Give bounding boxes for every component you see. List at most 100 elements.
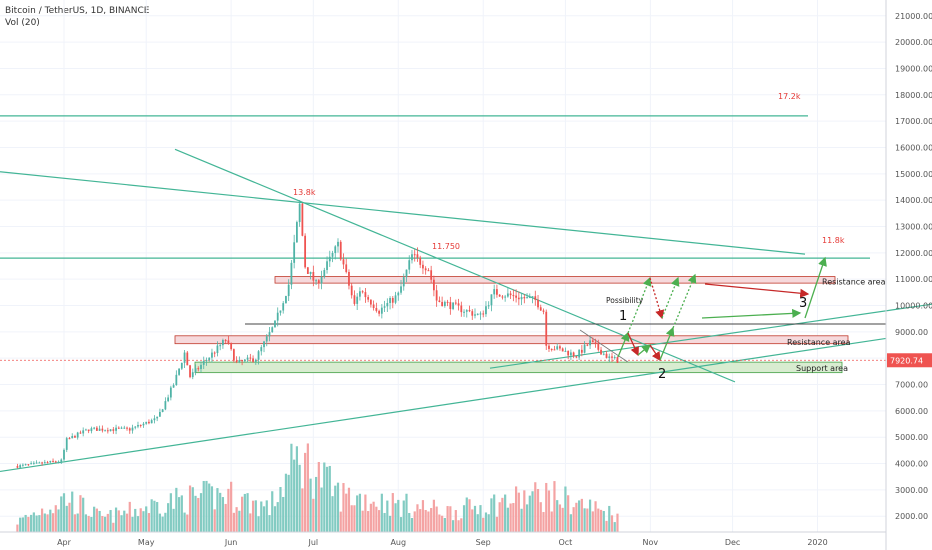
y-tick-label: 18000.00: [895, 91, 932, 100]
volume-bar: [345, 493, 348, 532]
volume-bar: [520, 508, 523, 532]
volume-bar: [408, 512, 411, 532]
candle: [583, 344, 586, 353]
volume-bar: [199, 493, 203, 532]
candle: [93, 427, 96, 429]
resistance-zone: [174, 335, 849, 345]
candle: [386, 303, 389, 307]
volume-bar: [457, 520, 460, 532]
candle: [71, 436, 74, 439]
candle: [559, 346, 561, 349]
volume-bar: [309, 478, 312, 532]
volume-bar: [578, 500, 581, 532]
candle: [487, 305, 490, 307]
candle: [235, 360, 238, 363]
candle: [413, 254, 416, 256]
candle: [159, 411, 161, 417]
volume-bar: [380, 493, 383, 532]
ascending-support-line: [0, 337, 887, 473]
candle: [41, 462, 43, 464]
candle: [197, 368, 200, 370]
volume-bar: [462, 505, 466, 532]
candle: [361, 291, 364, 293]
candle: [419, 257, 422, 265]
y-tick-label: 14000.00: [895, 196, 932, 205]
green-arrow: [659, 326, 675, 361]
candle: [350, 285, 353, 296]
volume-bar: [164, 512, 167, 532]
volume-bar: [331, 496, 334, 532]
candle: [369, 299, 372, 305]
candle: [243, 359, 246, 362]
x-tick-label: May: [138, 538, 155, 547]
candle: [380, 307, 383, 314]
candle: [95, 427, 98, 431]
candle: [408, 260, 411, 270]
candle: [348, 271, 350, 286]
volume-bar: [506, 507, 509, 532]
candle: [359, 291, 361, 297]
volume-bar: [210, 486, 214, 532]
candle: [452, 302, 454, 310]
candle: [504, 296, 507, 298]
candle: [564, 350, 567, 352]
volume-bar: [241, 496, 244, 532]
candle: [468, 310, 471, 312]
volume-bar: [38, 515, 41, 532]
annotations: 13.8k 11.750 17.2k 11.8k Resistance area Resi…: [293, 92, 886, 382]
volume-bar: [336, 482, 340, 532]
volume-bar: [161, 516, 164, 532]
volume-bar: [556, 500, 559, 532]
volume-bar: [183, 512, 186, 532]
candle: [238, 359, 241, 363]
candle: [19, 465, 22, 468]
candle: [312, 271, 315, 281]
candle: [391, 297, 394, 303]
candle: [364, 292, 367, 298]
volume-bar: [599, 509, 603, 532]
volume-bar: [238, 510, 241, 532]
volume-bar: [30, 514, 33, 532]
candle: [474, 314, 476, 316]
volume-bar: [451, 520, 455, 532]
candle: [479, 313, 482, 315]
candle: [400, 286, 402, 293]
candle: [222, 340, 224, 346]
volume-bar: [441, 515, 444, 532]
resistance-zone: [274, 276, 836, 284]
candle: [509, 293, 512, 296]
volume-bar: [547, 490, 551, 532]
candle: [331, 253, 334, 257]
volume-bar: [177, 497, 181, 532]
candle: [232, 349, 235, 361]
volume-bar: [202, 480, 205, 532]
target-17-2k-label: 17.2k: [778, 92, 801, 101]
candle: [52, 460, 54, 462]
volume-bar: [369, 503, 372, 532]
candle: [397, 292, 400, 296]
candle: [304, 235, 307, 268]
volume-bar: [312, 498, 315, 532]
volume-bar: [68, 502, 71, 532]
volume-bar: [21, 517, 24, 532]
volume-bar: [383, 512, 386, 532]
volume-bar: [273, 506, 277, 532]
volume-bar: [323, 462, 326, 532]
candle: [570, 352, 572, 356]
volume-bar: [594, 501, 597, 532]
volume-bar: [317, 461, 320, 532]
candle: [257, 351, 260, 360]
candle: [219, 345, 222, 347]
candle: [49, 460, 52, 463]
candle: [301, 203, 304, 236]
volume-bar: [372, 501, 375, 532]
volume-bar: [454, 510, 457, 532]
candle: [561, 348, 564, 352]
volume-bar: [205, 480, 208, 532]
candle: [263, 341, 265, 348]
candle: [427, 270, 430, 272]
volume-bar: [427, 511, 430, 532]
price-tag-label: 7920.74: [890, 356, 923, 365]
candle: [578, 349, 581, 358]
